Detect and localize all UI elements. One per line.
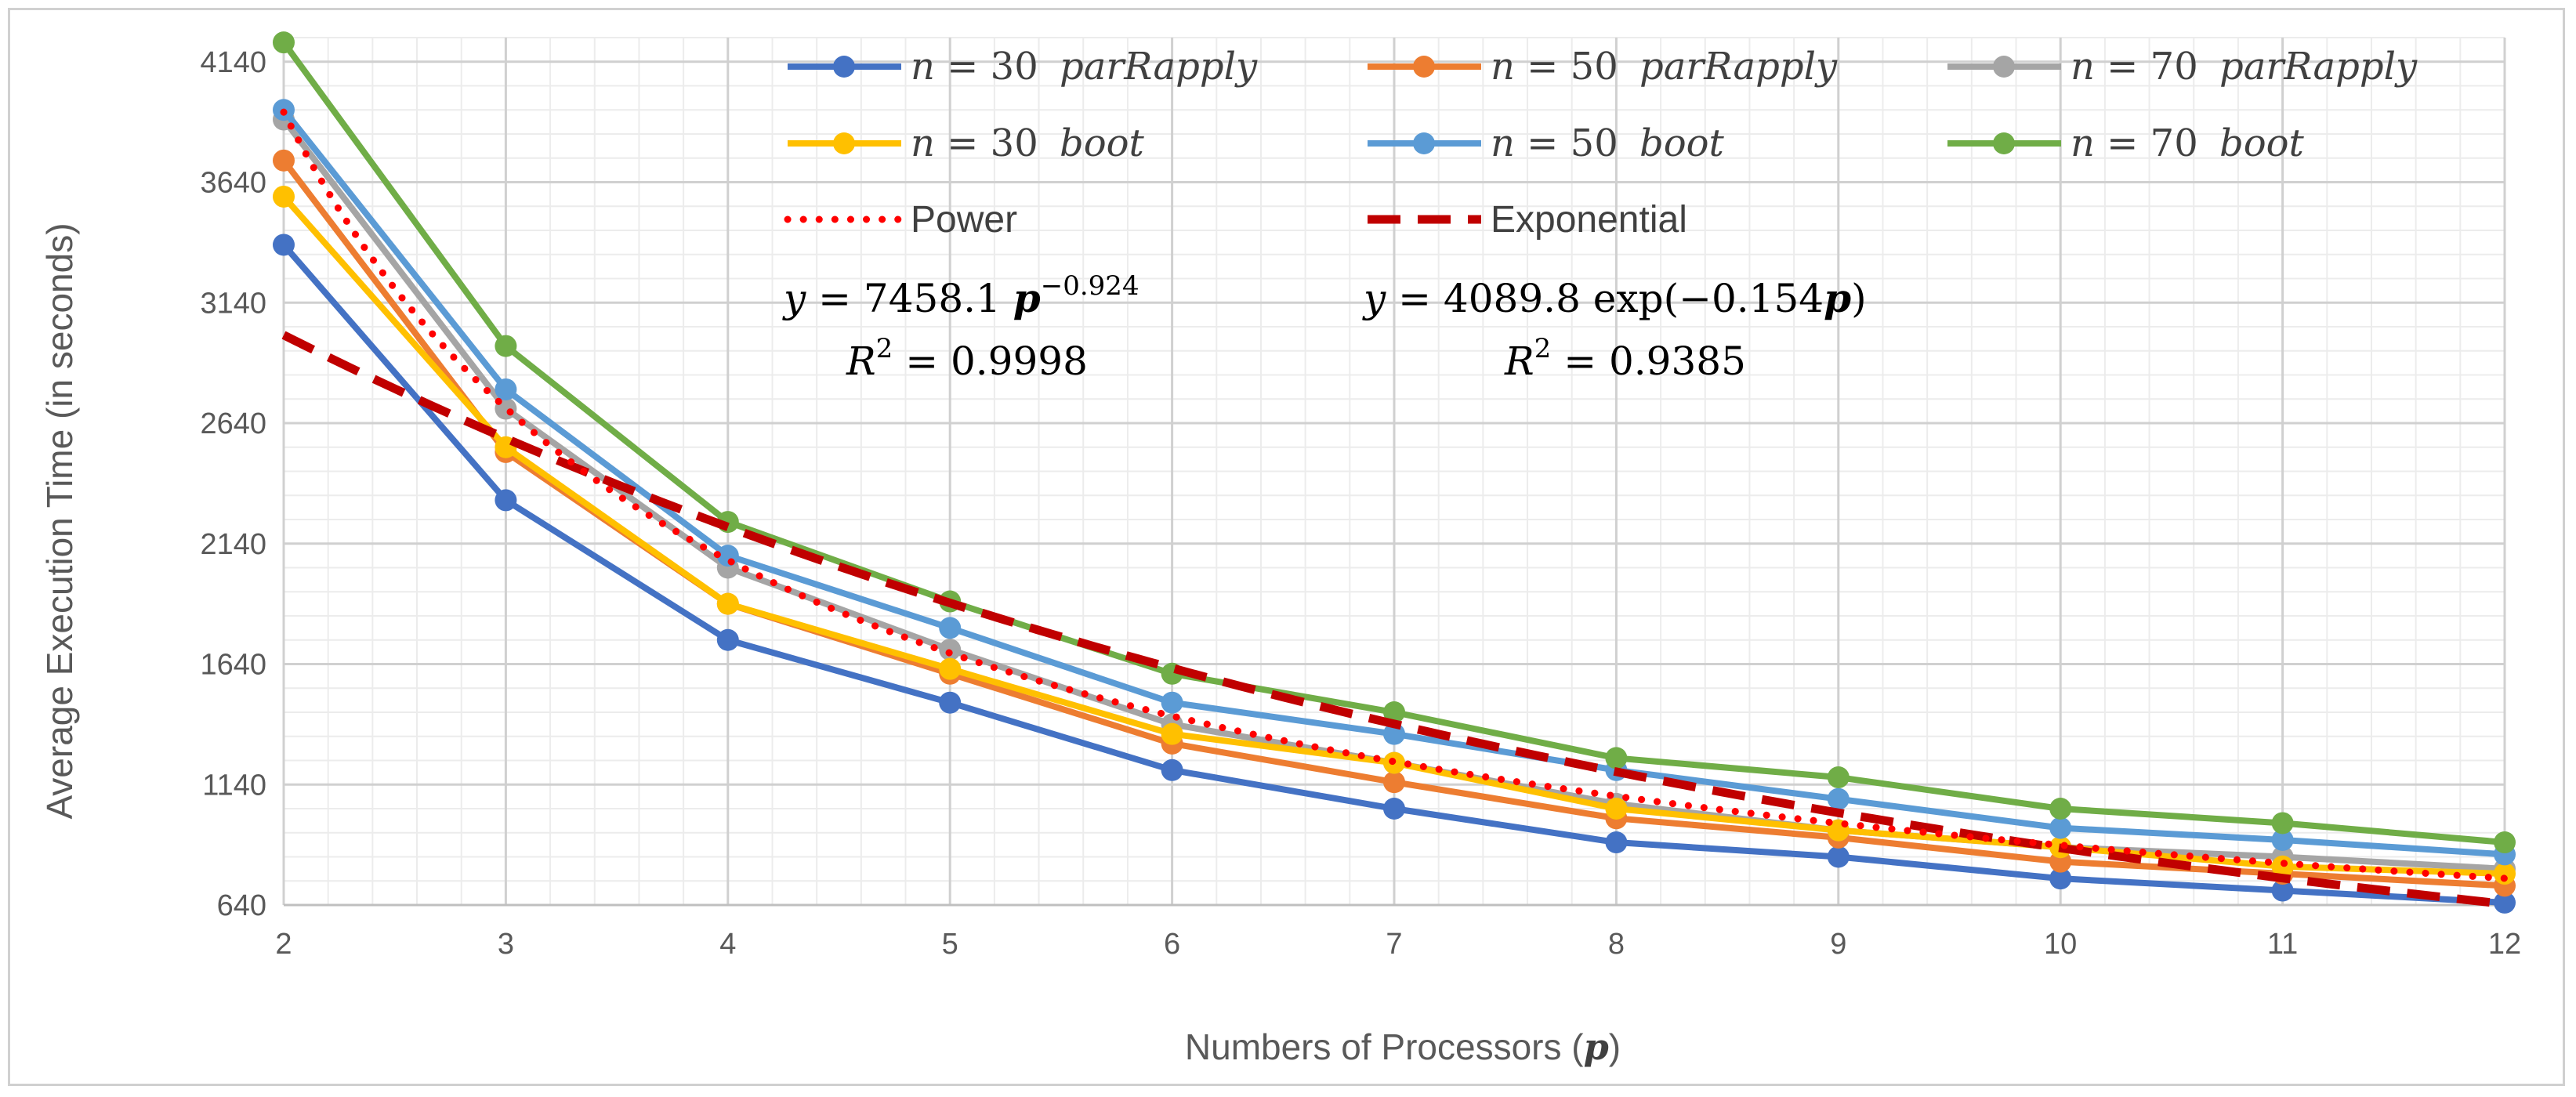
series-4-point	[716, 592, 739, 615]
series-6-point	[495, 335, 517, 357]
y-tick-label: 640	[217, 889, 266, 922]
series-1-point	[495, 489, 517, 512]
series-1-point	[1605, 831, 1628, 854]
series-1-point	[2494, 891, 2516, 914]
y-axis-title: Average Execution Time (in seconds)	[39, 223, 80, 819]
x-tick-label: 4	[719, 928, 736, 961]
x-tick-label: 9	[1830, 928, 1846, 961]
y-tick-label: 2640	[200, 407, 266, 440]
legend-item-exponential: Exponential	[1368, 199, 1687, 241]
series-4-point	[939, 657, 962, 680]
series-5-point	[939, 617, 962, 639]
y-tick-label: 3140	[200, 287, 266, 320]
series-2-point	[1383, 771, 1405, 794]
svg-text:R2 = 0.9998: R2 = 0.9998	[846, 333, 1088, 384]
legend-item-n30-parrapply: n = 30 parRapply	[788, 45, 1258, 89]
x-tick-label: 2	[275, 928, 292, 961]
svg-text:y = 7458.1 p−0.924: y = 7458.1 p−0.924	[782, 270, 1139, 321]
series-6-point	[1383, 701, 1405, 723]
y-tick-label: 3640	[200, 167, 266, 200]
exponential-trendline	[281, 331, 2505, 909]
trendline-layer	[280, 108, 2509, 909]
x-tick-label: 6	[1164, 928, 1180, 961]
series-6-point	[2271, 812, 2294, 835]
series-4-point	[273, 185, 295, 208]
svg-text:n = 30 boot: n = 30 boot	[911, 121, 1145, 165]
svg-text:n = 70 parRapply: n = 70 parRapply	[2071, 45, 2418, 89]
series-1-point	[273, 234, 295, 256]
series-6-point	[2494, 831, 2516, 854]
series-1-point	[2271, 879, 2294, 902]
series-6-point	[273, 31, 295, 54]
series-1-point	[716, 628, 739, 651]
series-1-point	[2049, 867, 2072, 890]
tick-labels: 640 1140 1640 2140 2640 3140 3640 4140 2 3 4 5 6 7 8 9 1…	[200, 46, 2521, 961]
x-tick-label: 12	[2488, 928, 2521, 961]
major-gridlines	[282, 38, 2506, 907]
series-4-point	[1161, 722, 1183, 745]
svg-text:n = 30 parRapply: n = 30 parRapply	[911, 45, 1258, 89]
series-1-point	[1383, 798, 1405, 820]
series-6-point	[1605, 747, 1628, 769]
x-tick-label: 5	[942, 928, 958, 961]
series-1-point	[1161, 758, 1183, 781]
svg-text:n = 50 parRapply: n = 50 parRapply	[1491, 45, 1838, 89]
series-1-point	[1827, 845, 1850, 868]
legend-item-n30-boot: n = 30 boot	[788, 121, 1145, 165]
series-4-point	[2494, 863, 2516, 885]
svg-text:n = 70 boot: n = 70 boot	[2071, 121, 2305, 165]
series-5-point	[495, 378, 517, 400]
x-tick-label: 7	[1386, 928, 1402, 961]
exponential-equation: y = 4089.8 exp(−0.154p) R2 = 0.9385	[1362, 275, 1867, 384]
legend-item-n50-parrapply: n = 50 parRapply	[1368, 45, 1838, 89]
power-trendline	[280, 108, 2509, 882]
legend-item-n70-parrapply: n = 70 parRapply	[1947, 45, 2418, 89]
svg-text:Exponential: Exponential	[1491, 199, 1687, 241]
series-2-point	[273, 149, 295, 172]
y-tick-label: 2140	[200, 528, 266, 561]
legend-item-power: Power	[784, 199, 1017, 241]
series-5-point	[2049, 816, 2072, 839]
power-equation: y = 7458.1 p−0.924 R2 = 0.9998	[782, 270, 1139, 384]
svg-text:n = 50 boot: n = 50 boot	[1491, 121, 1725, 165]
series-6-point	[1827, 766, 1850, 789]
svg-text:Power: Power	[911, 199, 1017, 241]
chart-frame	[8, 8, 2565, 1086]
x-tick-label: 10	[2044, 928, 2077, 961]
y-tick-label: 4140	[200, 46, 266, 79]
x-tick-label: 8	[1608, 928, 1625, 961]
legend: n = 30 parRapply n = 50 parRapply n = 70…	[784, 45, 2418, 241]
x-tick-label: 3	[498, 928, 514, 961]
series-6-point	[2049, 798, 2072, 820]
series-5-point	[1161, 691, 1183, 714]
x-tick-label: 11	[2267, 928, 2298, 961]
legend-item-n70-boot: n = 70 boot	[1947, 121, 2305, 165]
series-1-point	[939, 691, 962, 714]
legend-item-n50-boot: n = 50 boot	[1368, 121, 1725, 165]
svg-text:y = 4089.8 exp(−0.154p): y = 4089.8 exp(−0.154p)	[1362, 275, 1867, 321]
y-tick-label: 1640	[200, 649, 266, 682]
series-4-point	[1605, 798, 1628, 820]
series-5-point	[1827, 787, 1850, 810]
series-5-point	[2271, 828, 2294, 851]
svg-text:R2 = 0.9385: R2 = 0.9385	[1504, 333, 1746, 384]
y-tick-label: 1140	[202, 769, 266, 802]
x-axis-title: Numbers of Processors (p)	[1185, 1026, 1621, 1068]
